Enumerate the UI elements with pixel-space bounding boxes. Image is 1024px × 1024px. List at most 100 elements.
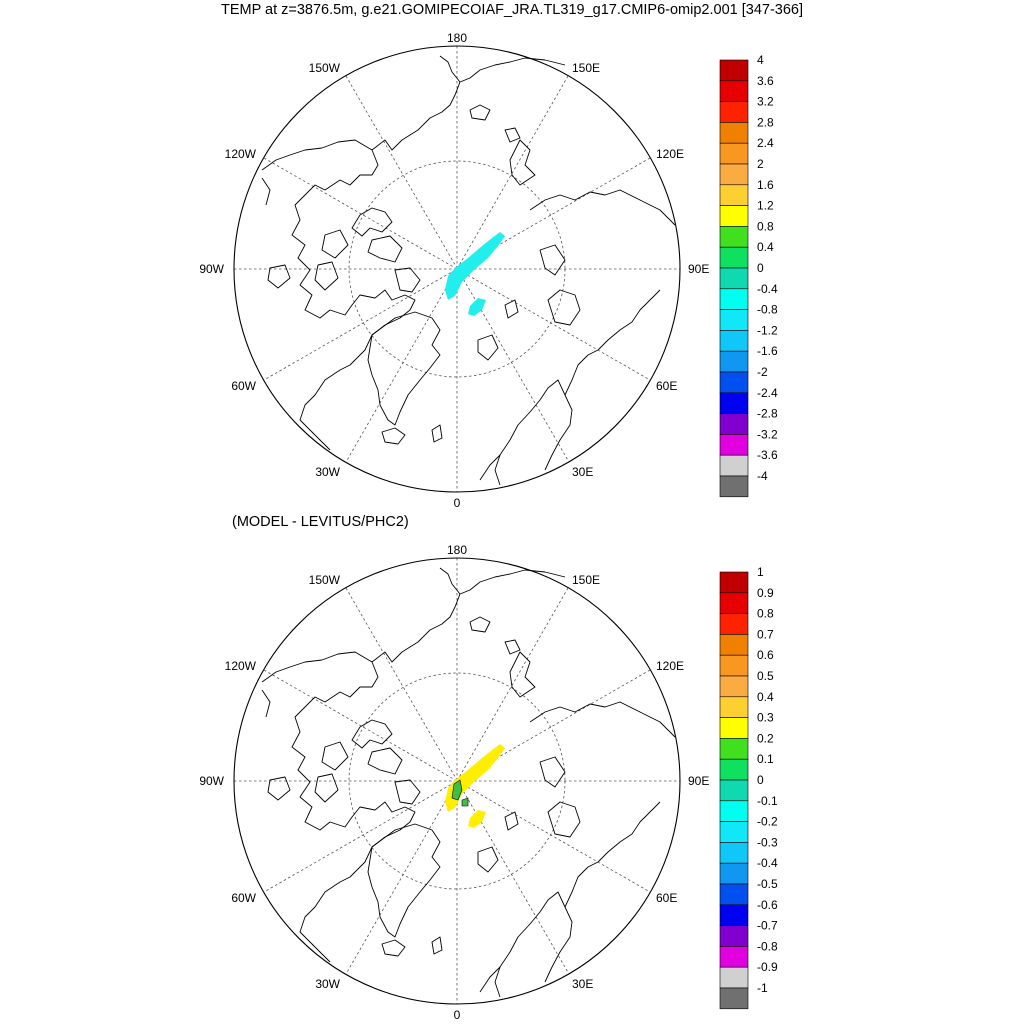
colorbar-swatch bbox=[719, 946, 749, 968]
lon-label-60e: 60E bbox=[656, 891, 677, 905]
lon-label-90w: 90W bbox=[199, 262, 224, 276]
colorbar-level-label: 2.8 bbox=[757, 115, 774, 129]
map-boundary-2 bbox=[233, 557, 681, 1005]
colorbar-level-label: 0.2 bbox=[757, 731, 774, 745]
colorbar-swatch bbox=[719, 904, 749, 926]
colorbar-swatch bbox=[719, 821, 749, 843]
colorbar-swatch bbox=[719, 475, 749, 498]
colorbar-level-label: -1 bbox=[757, 981, 768, 995]
lon-label-30w: 30W bbox=[315, 977, 340, 991]
colorbar-level-label: 0.9 bbox=[757, 586, 774, 600]
colorbar-swatch bbox=[719, 59, 749, 82]
colorbar-level-label: 1 bbox=[757, 565, 764, 579]
lon-label-150w: 150W bbox=[309, 573, 341, 587]
colorbar-swatch bbox=[719, 288, 749, 310]
map-2: 180 0 90W 90E 150W 120W 150E 120E 60W 30… bbox=[199, 543, 709, 1022]
lon-label-60e: 60E bbox=[656, 379, 677, 393]
colorbar-swatch bbox=[719, 862, 749, 885]
colorbar-swatch bbox=[719, 696, 749, 718]
colorbar-level-label: -4 bbox=[757, 469, 768, 483]
colorbar-swatch bbox=[719, 758, 749, 781]
colorbar-swatch bbox=[719, 205, 749, 227]
colorbar-swatch bbox=[719, 842, 749, 864]
colorbar-swatch bbox=[719, 987, 749, 1010]
lon-label-90e: 90E bbox=[688, 774, 709, 788]
graticule-1 bbox=[234, 46, 680, 492]
colorbar-level-label: -0.8 bbox=[757, 939, 778, 953]
colorbar-swatch bbox=[719, 571, 749, 594]
colorbar-swatch bbox=[719, 675, 749, 698]
colorbar-level-label: 0.1 bbox=[757, 752, 774, 766]
colorbar-swatch bbox=[719, 122, 749, 144]
colorbar-swatch bbox=[719, 80, 749, 102]
lon-label-60w: 60W bbox=[231, 891, 256, 905]
colorbar-level-label: -3.6 bbox=[757, 448, 778, 462]
colorbar-level-label: -0.9 bbox=[757, 960, 778, 974]
colorbar-swatch bbox=[719, 350, 749, 373]
difference-field-2 bbox=[445, 744, 505, 828]
colorbar-level-label: -0.7 bbox=[757, 919, 778, 933]
colorbar-swatch bbox=[719, 592, 749, 614]
colorbar-swatch bbox=[719, 454, 749, 477]
colorbar-level-label: -0.4 bbox=[757, 856, 778, 870]
colorbar-level-label: 3.2 bbox=[757, 95, 774, 109]
colorbar-level-label: 2.4 bbox=[757, 136, 774, 150]
lon-label-30w: 30W bbox=[315, 465, 340, 479]
colorbar-swatch bbox=[719, 654, 749, 677]
panel-model-temperature: 180 0 90W 90E 150W 120W 150E 120E 60W 30… bbox=[199, 31, 778, 510]
colorbar-swatch bbox=[719, 434, 749, 456]
lon-label-180: 180 bbox=[447, 31, 467, 45]
colorbar-1: 4 3.6 3.2 2.8 2.4 2 1.6 1.2 0.8 0.4 0 -0.4 -0.8 -1.2 -… bbox=[719, 53, 778, 498]
colorbar-level-label: -2.4 bbox=[757, 386, 778, 400]
colorbar-swatch bbox=[719, 883, 749, 906]
colorbar-swatch bbox=[719, 717, 749, 739]
colorbar-2: 1 0.9 0.8 0.7 0.6 0.5 0.4 0.3 0.2 0.1 0 -0.1 -0.2 -0.… bbox=[719, 565, 778, 1010]
colorbar-level-label: 0.3 bbox=[757, 711, 774, 725]
lon-label-120w: 120W bbox=[225, 147, 257, 161]
colorbar-level-label: 0 bbox=[757, 261, 764, 275]
longitude-labels-2: 180 0 90W 90E 150W 120W 150E 120E 60W 30… bbox=[199, 543, 709, 1022]
colorbar-level-label: 0.4 bbox=[757, 240, 774, 254]
colorbar-level-label: -2.8 bbox=[757, 407, 778, 421]
lon-label-150e: 150E bbox=[572, 61, 600, 75]
colorbar-swatch bbox=[719, 634, 749, 656]
colorbar-swatch bbox=[719, 392, 749, 414]
lon-label-180: 180 bbox=[447, 543, 467, 557]
colorbar-swatch bbox=[719, 925, 749, 947]
colorbar-swatch bbox=[719, 267, 749, 290]
colorbar-level-label: -3.2 bbox=[757, 427, 778, 441]
colorbar-level-label: 0.8 bbox=[757, 219, 774, 233]
lon-label-0: 0 bbox=[454, 1008, 461, 1022]
colorbar-level-label: -1.6 bbox=[757, 344, 778, 358]
lon-label-150e: 150E bbox=[572, 573, 600, 587]
colorbar-swatch bbox=[719, 613, 749, 635]
difference-panel-title: (MODEL - LEVITUS/PHC2) bbox=[232, 514, 409, 530]
colorbar-swatch bbox=[719, 184, 749, 206]
lon-label-60w: 60W bbox=[231, 379, 256, 393]
lon-label-90w: 90W bbox=[199, 774, 224, 788]
colorbar-swatch bbox=[719, 330, 749, 352]
lon-label-120w: 120W bbox=[225, 659, 257, 673]
colorbar-level-label: -0.3 bbox=[757, 835, 778, 849]
colorbar-swatch bbox=[719, 371, 749, 394]
lon-label-120e: 120E bbox=[656, 147, 684, 161]
figure-title: TEMP at z=3876.5m, g.e21.GOMIPECOIAF_JRA… bbox=[220, 2, 804, 18]
colorbar-level-label: 0.5 bbox=[757, 669, 774, 683]
colorbar-swatch bbox=[719, 163, 749, 186]
lon-label-120e: 120E bbox=[656, 659, 684, 673]
colorbar-swatch bbox=[719, 309, 749, 331]
colorbar-swatch bbox=[719, 413, 749, 435]
colorbar-swatch bbox=[719, 779, 749, 802]
colorbar-level-label: -0.1 bbox=[757, 794, 778, 808]
colorbar-level-label: 0.8 bbox=[757, 607, 774, 621]
colorbar-swatch bbox=[719, 800, 749, 822]
colorbar-level-label: 4 bbox=[757, 53, 764, 67]
lon-label-90e: 90E bbox=[688, 262, 709, 276]
colorbar-swatch bbox=[719, 738, 749, 760]
lon-label-0: 0 bbox=[454, 496, 461, 510]
panel-model-minus-levitus: 180 0 90W 90E 150W 120W 150E 120E 60W 30… bbox=[199, 543, 778, 1022]
colorbar-level-label: -0.2 bbox=[757, 815, 778, 829]
colorbar-level-label: -0.8 bbox=[757, 303, 778, 317]
map-boundary-1 bbox=[233, 45, 681, 493]
